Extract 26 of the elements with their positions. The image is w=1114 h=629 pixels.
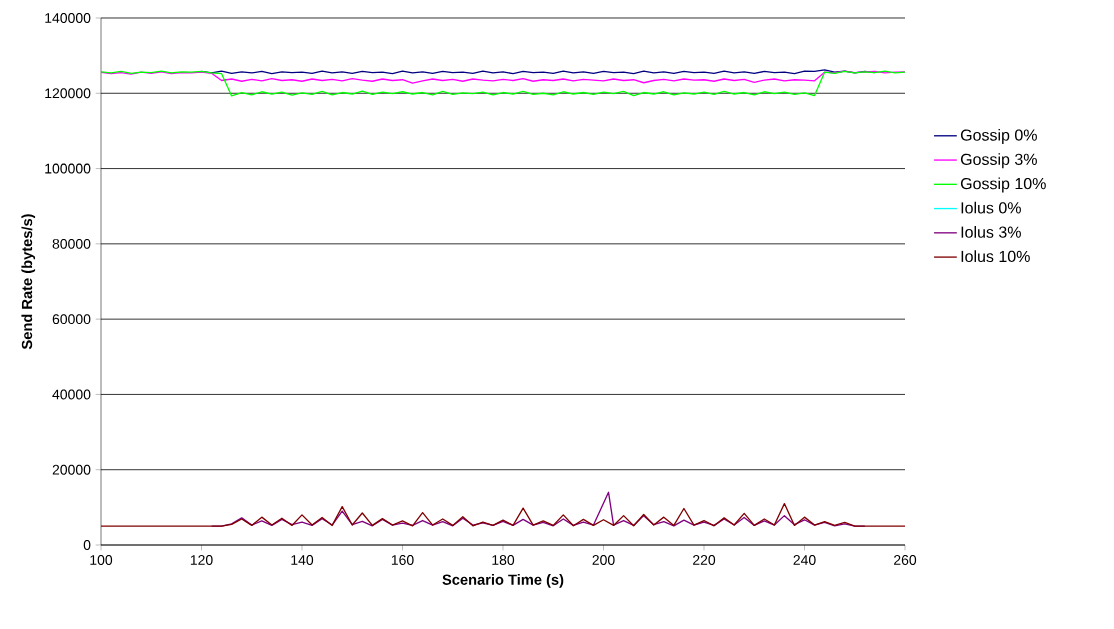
y-axis-title: Send Rate (bytes/s) xyxy=(21,214,36,350)
legend-label: Gossip 0% xyxy=(960,129,1037,144)
y-tick-label: 0 xyxy=(83,540,91,550)
legend-label: Gossip 3% xyxy=(960,153,1037,169)
x-tick-label: 200 xyxy=(592,555,615,565)
x-tick-label: 140 xyxy=(291,555,314,565)
x-tick-label: 240 xyxy=(793,555,816,565)
y-tick-label: 60000 xyxy=(52,314,91,325)
legend-label: Iolus 3% xyxy=(961,226,1021,238)
y-tick-label: 100000 xyxy=(45,163,91,174)
legend-label: Iolus 10% xyxy=(961,250,1030,263)
x-tick-label: 100 xyxy=(90,555,113,565)
x-tick-label: 180 xyxy=(492,555,515,565)
x-tick-label: 160 xyxy=(391,555,414,565)
y-tick-label: 140000 xyxy=(45,13,91,23)
line-series xyxy=(101,70,905,97)
y-tick-label: 80000 xyxy=(52,238,91,249)
x-tick-label: 260 xyxy=(894,555,917,565)
y-tick-label: 40000 xyxy=(52,389,91,400)
x-tick-label: 220 xyxy=(693,555,716,565)
x-tick-label: 120 xyxy=(190,555,213,565)
legend-label: Gossip 10% xyxy=(960,177,1046,193)
y-tick-label: 120000 xyxy=(45,88,91,99)
legend-label: Iolus 0% xyxy=(961,201,1021,214)
y-tick-label: 20000 xyxy=(52,464,91,475)
x-axis-title: Scenario Time (s) xyxy=(442,574,564,588)
